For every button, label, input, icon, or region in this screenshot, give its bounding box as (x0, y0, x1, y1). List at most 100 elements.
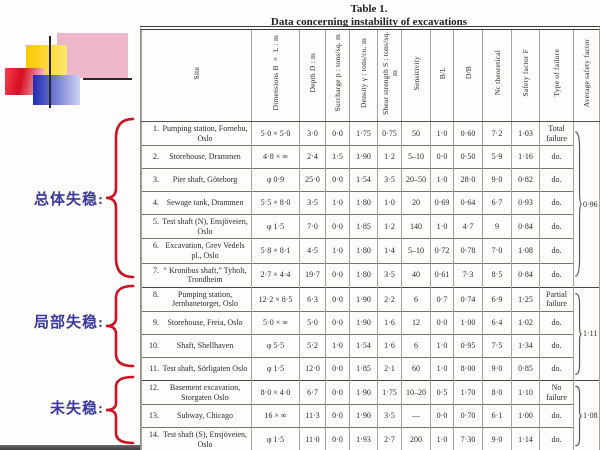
cell-density: 1·75 (349, 120, 378, 146)
table-row: 6. Excavation, Grev Vedels pl., Oslo 5·8 … (141, 238, 600, 264)
table-row: 13. Subway, Chicago 16 × ∞ 11·3 0·0 1·90 … (141, 404, 600, 428)
cell-type-of-failure: do. (539, 356, 574, 381)
cell-safety-factor: 0·84 (511, 214, 540, 239)
row-number: 13. (149, 411, 159, 421)
row-number: 4. (153, 198, 159, 208)
cell-nc-theoretical: 8·0 (482, 379, 512, 405)
row-number: 1. (153, 124, 159, 133)
cell-bl-ratio: 1·0 (430, 427, 454, 450)
cell-nc-theoretical: 9 (482, 214, 512, 239)
cell-type-of-failure: do. (539, 404, 574, 428)
cell-depth: 6·7 (299, 379, 326, 405)
cell-depth: 3·5 (299, 191, 326, 215)
cell-density: 1·93 (349, 427, 378, 450)
cell-nc-theoretical: 6·4 (482, 310, 512, 335)
cell-nc-theoretical: 9·0 (482, 168, 512, 192)
table-row: 3. Pier shaft, Göteborg φ 0·9 25·0 0·0 1·… (141, 168, 600, 192)
deco-horizontal-line (83, 78, 132, 80)
cell-bl-ratio: 1·0 (430, 120, 454, 146)
cell-type-of-failure: do. (539, 262, 574, 288)
cell-sensitivity: 40 (401, 262, 431, 288)
cell-sensitivity: — (401, 404, 431, 428)
cell-dimensions: 5·0 × 5·0 (251, 120, 300, 146)
average-safety-value: 1·11 (583, 329, 598, 339)
col-bl-ratio: B/L (430, 30, 454, 122)
deco-pink-rect (57, 33, 128, 78)
cell-dimensions: φ 5·5 (251, 333, 300, 358)
site-name: Shaft, Shellhaven (176, 341, 234, 351)
cell-shear-strength: 2·2 (377, 286, 402, 312)
col-average-safety-factor: Average safety factor (573, 30, 600, 122)
site-cell: 11. Test shaft, Sörligaten Oslo (141, 356, 252, 381)
annotation-partial-instability: 局部失稳: (34, 315, 104, 331)
cell-db-ratio: 0·74 (453, 286, 483, 312)
avg-safety-group-cell: 1·08 (573, 379, 600, 450)
site-name: Test shaft (N), Ensjöveien, Oslo (162, 217, 248, 236)
cell-sensitivity: 5–10 (401, 145, 431, 169)
cell-db-ratio: 1·00 (453, 310, 483, 335)
cell-nc-theoretical: 9·0 (482, 356, 512, 381)
cell-shear-strength: 1·2 (377, 214, 402, 239)
cell-dimensions: φ 0·9 (251, 168, 300, 192)
cell-sensitivity: 200 (401, 427, 431, 450)
row-number: 9. (153, 318, 159, 328)
col-dimensions: Dimensions B × L : m (251, 30, 300, 122)
cell-surcharge: 0·0 (325, 310, 350, 335)
table-row: 11. Test shaft, Sörligaten Oslo φ 1·5 12·… (141, 356, 600, 381)
site-name: Test shaft, Sörligaten Oslo (162, 364, 248, 374)
cell-sensitivity: 20 (401, 191, 431, 215)
cell-type-of-failure: No failure (539, 379, 574, 405)
cell-depth: 7·0 (299, 214, 326, 239)
site-name: Test shaft (S), Ensjöveien, Oslo (162, 430, 248, 449)
site-cell: 1. Pumping station, Fornebu, Oslo (141, 120, 252, 146)
table-header: Site Dimensions B × L : m Depth D : m Su… (141, 30, 600, 122)
cell-dimensions: 5·8 × 8·1 (251, 238, 300, 264)
cell-shear-strength: 2·1 (377, 356, 402, 381)
cell-shear-strength: 1·2 (377, 145, 402, 169)
site-cell: 13. Subway, Chicago (141, 404, 252, 428)
cell-nc-theoretical: 7·0 (482, 238, 512, 264)
table-row: 2. Storehouse, Drammen 4·8 × ∞ 2·4 1·5 1·… (141, 145, 600, 169)
right-brace-icon (575, 385, 582, 447)
cell-surcharge: 0·0 (325, 356, 350, 381)
col-safety-factor: Safety factor F (511, 30, 540, 122)
cell-density: 1·54 (349, 333, 378, 358)
cell-type-of-failure: Total failure (539, 120, 574, 146)
cell-density: 1·85 (349, 356, 378, 381)
col-nc-theoretical: Nc theoretical (482, 30, 512, 122)
row-number: 3. (153, 175, 159, 185)
cell-safety-factor: 1·14 (511, 427, 540, 450)
left-brace-icon (105, 375, 135, 445)
table-row: 8. Pumping station, Jernbanetorget, Oslo … (141, 286, 600, 381)
cell-sensitivity: 140 (401, 214, 431, 239)
left-brace-icon (105, 117, 135, 279)
cell-nc-theoretical: 7·2 (482, 120, 512, 146)
cell-type-of-failure: do. (539, 427, 574, 450)
cell-shear-strength: 1·4 (377, 238, 402, 264)
site-name: Sewage tank, Drammen (166, 198, 244, 208)
col-shear-strength: Shear strength S : tons/sq. m (377, 30, 402, 122)
cell-surcharge: 0·0 (325, 168, 350, 192)
cell-depth: 5·2 (299, 333, 326, 358)
cell-bl-ratio: 1·0 (430, 356, 454, 381)
cell-surcharge: 0·0 (325, 262, 350, 288)
cell-bl-ratio: 0·7 (430, 286, 454, 312)
cell-db-ratio: 0·50 (453, 145, 483, 169)
row-number: 10. (149, 341, 159, 351)
table-row: 5. Test shaft (N), Ensjöveien, Oslo φ 1·5… (141, 214, 600, 239)
col-density: Density γ : tons/cu. m (349, 30, 378, 122)
cell-depth: 2·4 (299, 145, 326, 169)
cell-shear-strength: 1·6 (377, 310, 402, 335)
cell-density: 1·54 (349, 168, 378, 192)
table-caption: Data concerning instability of excavatio… (270, 16, 468, 28)
site-cell: 8. Pumping station, Jernbanetorget, Oslo (141, 286, 252, 312)
avg-safety-group-cell: 0·96 (573, 121, 600, 288)
annotation-total-instability: 总体失稳: (34, 192, 104, 208)
site-name: Pumping station, Fornebu, Oslo (162, 124, 248, 143)
cell-density: 1·90 (349, 310, 378, 335)
cell-surcharge: 1·0 (325, 191, 350, 215)
deco-vertical-line (49, 36, 51, 108)
row-number: 2. (153, 152, 159, 162)
row-number: 8. (153, 289, 159, 299)
cell-dimensions: 4·8 × ∞ (251, 145, 300, 169)
